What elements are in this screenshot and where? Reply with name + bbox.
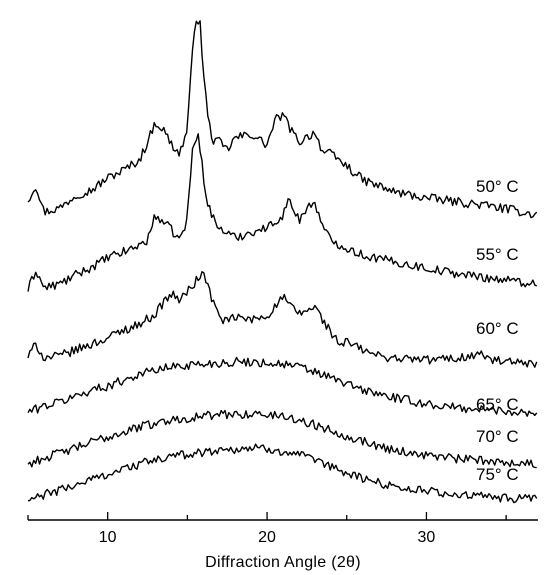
series-line-1 — [27, 20, 538, 219]
series-label-1: 50° C — [476, 177, 519, 196]
series-label-4: 65° C — [476, 395, 519, 414]
series-label-3: 60° C — [476, 319, 519, 338]
x-tick-label-10: 10 — [99, 529, 117, 546]
series-label-6: 75° C — [476, 465, 519, 484]
x-tick-label-20: 20 — [258, 529, 276, 546]
series-line-2 — [27, 133, 538, 292]
series-label-2: 55° C — [476, 245, 519, 264]
series-label-5: 70° C — [476, 427, 519, 446]
series-labels-group: 50° C 55° C 60° C 65° C 70° C 75° C — [476, 177, 519, 484]
curves-group — [27, 20, 538, 504]
x-tick-label-30: 30 — [418, 529, 436, 546]
series-line-6 — [27, 443, 538, 504]
series-line-4 — [27, 356, 538, 417]
x-ticks-group: 10 20 30 — [27, 512, 507, 546]
x-axis-label: Diffraction Angle (2θ) — [205, 554, 361, 571]
series-line-3 — [27, 271, 538, 368]
series-line-5 — [27, 409, 537, 469]
